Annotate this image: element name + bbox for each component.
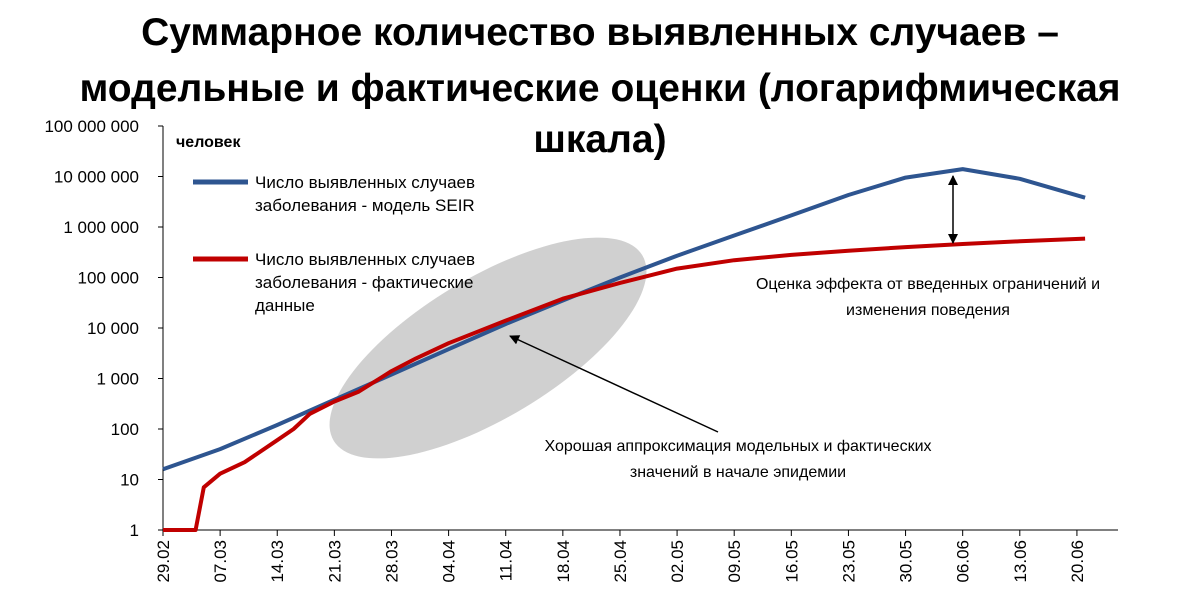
y-tick-label: 10 000 000	[54, 168, 139, 187]
x-tick-label: 20.06	[1068, 540, 1087, 583]
x-tick-label: 02.05	[668, 540, 687, 583]
approximation-highlight-ellipse	[329, 237, 647, 459]
chart-title: Суммарное количество выявленных случаев …	[79, 11, 1120, 161]
title-line-1: Суммарное количество выявленных случаев …	[141, 11, 1059, 54]
effect-annotation-line-2: изменения поведения	[846, 302, 1010, 319]
legend-label-actual-line-2: заболевания - фактические	[255, 273, 474, 292]
series-line-actual-data	[163, 236, 1086, 532]
x-tick-label: 04.04	[440, 540, 459, 583]
legend-label-model-line-2: заболевания - модель SEIR	[255, 196, 475, 215]
series-lines	[162, 167, 1086, 532]
x-tick-label: 23.05	[839, 540, 858, 583]
legend-label-actual-line-1: Число выявленных случаев	[255, 250, 475, 269]
x-tick-label: 29.02	[154, 540, 173, 583]
y-tick-label: 1 000	[96, 370, 139, 389]
legend-label-model-line-1: Число выявленных случаев	[255, 173, 475, 192]
title-line-3: шкала)	[533, 118, 666, 161]
x-tick-label: 30.05	[897, 540, 916, 583]
x-tick-label: 28.03	[382, 540, 401, 583]
x-tick-label: 06.06	[954, 540, 973, 583]
y-tick-label: 10	[120, 471, 139, 490]
x-tick-label: 14.03	[268, 540, 287, 583]
legend-label-actual-line-3: данные	[255, 296, 315, 315]
x-tick-label: 07.03	[211, 540, 230, 583]
approximation-arrow	[509, 335, 719, 433]
x-tick-label: 18.04	[554, 540, 573, 583]
x-tick-label: 13.06	[1011, 540, 1030, 583]
x-tick-label: 16.05	[782, 540, 801, 583]
y-tick-label: 100 000	[78, 269, 139, 288]
y-tick-label: 100	[111, 420, 139, 439]
y-ticks: 1 10 100 1 000 10 000 100 000 1 000 000 10 000 …	[44, 117, 163, 540]
approximation-annotation-line-1: Хорошая аппроксимация модельных и фактич…	[544, 438, 931, 455]
title-line-2: модельные и фактические оценки (логарифм…	[79, 67, 1120, 110]
series-line-model-seir	[162, 167, 1086, 472]
legend: Число выявленных случаев заболевания - м…	[193, 173, 475, 315]
x-tick-label: 21.03	[325, 540, 344, 583]
x-ticks: 29.02 07.03 14.03 21.03 28.03 04.04 11.04 18.04…	[154, 530, 1087, 583]
y-tick-label: 100 000 000	[44, 117, 139, 136]
y-axis-label: человек	[176, 134, 241, 151]
y-tick-label: 10 000	[87, 319, 139, 338]
effect-annotation-line-1: Оценка эффекта от введенных ограничений …	[756, 276, 1100, 293]
x-tick-label: 25.04	[611, 540, 630, 583]
x-tick-label: 09.05	[725, 540, 744, 583]
y-tick-label: 1 000 000	[63, 218, 139, 237]
annotations: Оценка эффекта от введенных ограничений …	[509, 175, 1100, 481]
approximation-annotation-line-2: значений в начале эпидемии	[630, 464, 846, 481]
y-tick-label: 1	[130, 521, 139, 540]
x-tick-label: 11.04	[497, 540, 516, 581]
